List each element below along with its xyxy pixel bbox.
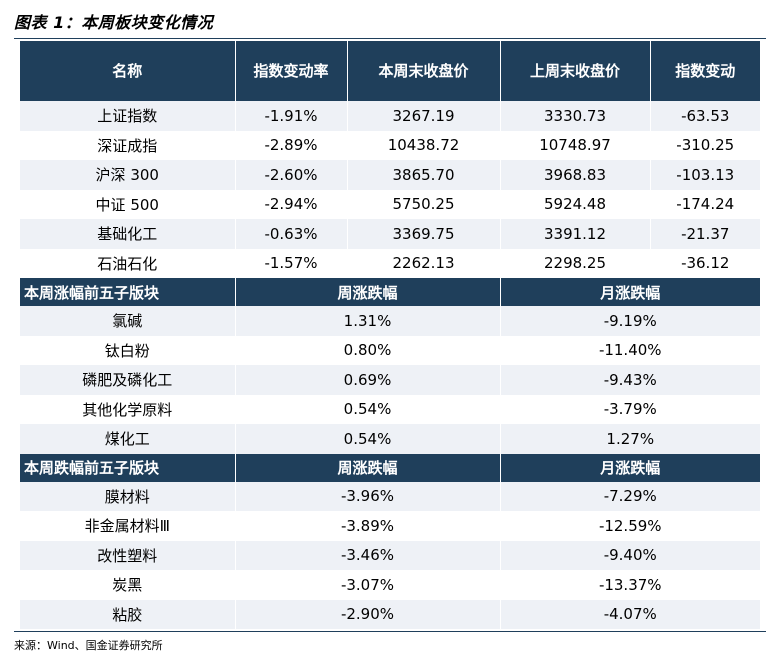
row-name: 基础化工 <box>20 219 236 249</box>
row-name: 改性塑料 <box>20 540 236 570</box>
table-cell: 1.27% <box>500 424 760 454</box>
row-name: 氯碱 <box>20 306 236 336</box>
column-header: 周涨跌幅 <box>235 278 501 306</box>
row-name: 石油石化 <box>20 248 236 278</box>
table-cell: -2.89% <box>235 130 348 160</box>
table-cell: 0.80% <box>235 335 501 365</box>
row-name: 钛白粉 <box>20 335 236 365</box>
section-title: 本周涨幅前五子版块 <box>20 278 236 306</box>
row-name: 沪深 300 <box>20 160 236 190</box>
section-title: 本周跌幅前五子版块 <box>20 453 236 482</box>
table-cell: 1.31% <box>235 306 501 336</box>
row-name: 其他化学原料 <box>20 394 236 424</box>
table-cell: 10748.97 <box>500 130 651 160</box>
table-row: 膜材料 -3.96% -7.29% <box>20 481 760 511</box>
table-cell: -103.13 <box>650 160 760 190</box>
table-cell: 0.54% <box>235 424 501 454</box>
source-note: 来源：Wind、国金证券研究所 <box>14 639 163 652</box>
table-cell: -174.24 <box>676 195 735 214</box>
row-name: 上证指数 <box>20 101 236 131</box>
row-name: 中证 500 <box>20 189 236 219</box>
row-name: 深证成指 <box>20 130 236 160</box>
table-cell: -9.19% <box>500 306 760 336</box>
table-cell: -12.59% <box>598 516 662 535</box>
column-header: 指数变动 <box>650 41 760 101</box>
table-row: 磷肥及磷化工 0.69% -9.43% <box>20 365 760 395</box>
sector-change-table: 名称 指数变动率 本周末收盘价 上周末收盘价 指数变动 上证指数 -1.91% 3267.19… <box>20 41 760 629</box>
index-header-row: 名称 指数变动率 本周末收盘价 上周末收盘价 指数变动 <box>20 41 760 101</box>
table-cell: 3391.12 <box>500 219 651 249</box>
table-cell: -3.07% <box>235 570 501 600</box>
table-cell: 3267.19 <box>347 101 501 131</box>
table-cell: -3.89% <box>235 511 501 541</box>
top-rule <box>14 38 766 39</box>
row-name: 磷肥及磷化工 <box>20 365 236 395</box>
table-cell: -21.37 <box>650 219 760 249</box>
table-cell: -9.43% <box>500 365 760 395</box>
table-cell: -11.40% <box>598 341 662 360</box>
table-cell: 2262.13 <box>347 248 501 278</box>
table-row: 上证指数 -1.91% 3267.19 3330.73 -63.53 <box>20 101 760 131</box>
table-cell: 5924.48 <box>500 189 651 219</box>
row-name: 非金属材料Ⅲ <box>20 511 236 541</box>
table-cell: 3369.75 <box>347 219 501 249</box>
table-row: 深证成指 -2.89% 10438.72 10748.97 -310.25 <box>20 130 760 160</box>
row-name: 炭黑 <box>20 570 236 600</box>
column-header: 月涨跌幅 <box>500 453 760 482</box>
table-row: 氯碱 1.31% -9.19% <box>20 306 760 336</box>
bottom-rule <box>14 631 766 632</box>
table-cell: -0.63% <box>235 219 348 249</box>
table-cell: 5750.25 <box>347 189 501 219</box>
table-cell: 3865.70 <box>347 160 501 190</box>
table-cell: -2.60% <box>235 160 348 190</box>
table-row: 其他化学原料 0.54% -3.79% <box>20 394 760 424</box>
table-cell: 3968.83 <box>500 160 651 190</box>
table-cell: 10438.72 <box>347 130 501 160</box>
table-cell: -2.94% <box>235 189 348 219</box>
column-header: 上周末收盘价 <box>500 41 651 101</box>
table-cell: -63.53 <box>650 101 760 131</box>
table-cell: -2.90% <box>235 599 501 629</box>
table-row: 石油石化 -1.57% 2262.13 2298.25 -36.12 <box>20 248 760 278</box>
table-row: 炭黑 -3.07% -13.37% <box>20 570 760 600</box>
table-row: 改性塑料 -3.46% -9.40% <box>20 540 760 570</box>
column-header: 本周末收盘价 <box>347 41 501 101</box>
table-cell: -310.25 <box>676 136 735 155</box>
table-cell: -4.07% <box>500 599 760 629</box>
table-cell: 0.54% <box>235 394 501 424</box>
table-cell: 2298.25 <box>500 248 651 278</box>
table-row: 粘胶 -2.90% -4.07% <box>20 599 760 629</box>
table-row: 非金属材料Ⅲ -3.89% -12.59% <box>20 511 760 541</box>
table-cell: -1.57% <box>235 248 348 278</box>
table-cell: -1.91% <box>235 101 348 131</box>
table-row: 钛白粉 0.80% -11.40% <box>20 335 760 365</box>
table-cell: -3.79% <box>603 400 657 419</box>
table-cell: -9.40% <box>500 540 760 570</box>
losers-header-row: 本周跌幅前五子版块 周涨跌幅 月涨跌幅 <box>20 453 760 482</box>
table-cell: -13.37% <box>598 575 662 594</box>
table-cell: 3330.73 <box>500 101 651 131</box>
table-row: 基础化工 -0.63% 3369.75 3391.12 -21.37 <box>20 219 760 249</box>
column-header: 月涨跌幅 <box>500 278 760 306</box>
gainers-header-row: 本周涨幅前五子版块 周涨跌幅 月涨跌幅 <box>20 278 760 306</box>
table-row: 沪深 300 -2.60% 3865.70 3968.83 -103.13 <box>20 160 760 190</box>
column-header: 周涨跌幅 <box>235 453 501 482</box>
figure-title: 图表 1：本周板块变化情况 <box>14 13 214 32</box>
table-row: 煤化工 0.54% 1.27% <box>20 424 760 454</box>
table-cell: -36.12 <box>681 254 730 273</box>
row-name: 膜材料 <box>20 481 236 511</box>
row-name: 粘胶 <box>20 599 236 629</box>
table-cell: -3.46% <box>235 540 501 570</box>
table-cell: 0.69% <box>235 365 501 395</box>
table-cell: -7.29% <box>500 481 760 511</box>
table-row: 中证 500 -2.94% 5750.25 5924.48 -174.24 <box>20 189 760 219</box>
column-header: 指数变动率 <box>235 41 348 101</box>
column-header: 名称 <box>20 41 236 101</box>
table-cell: -3.96% <box>235 481 501 511</box>
row-name: 煤化工 <box>20 424 236 454</box>
